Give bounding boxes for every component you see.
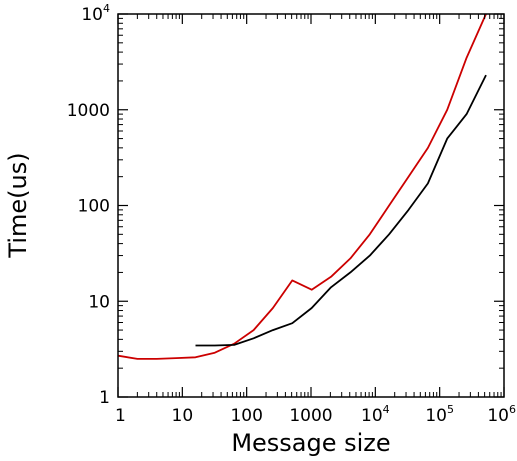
x-tick-label: 105 — [425, 403, 454, 426]
x-tick-label: 1 — [115, 406, 126, 426]
series-line-2 — [195, 74, 487, 347]
series-layer — [117, 13, 487, 360]
x-axis-title: Message size — [231, 429, 390, 457]
y-tick-label: 1000 — [67, 101, 110, 121]
x-tick-label: 10 — [172, 406, 194, 426]
y-tick-label: 1 — [99, 388, 110, 408]
x-tick-label: 100 — [230, 406, 262, 426]
x-tick-label: 104 — [361, 403, 390, 426]
y-tick-label: 100 — [78, 197, 110, 217]
tick-layer: 1 10 100 1000 104 105 106 1 10 100 1000 104 — [67, 2, 516, 426]
series-line-1 — [117, 13, 487, 360]
y-tick-label: 10 — [88, 292, 110, 312]
y-tick-label: 104 — [81, 2, 110, 25]
x-tick-label: 1000 — [289, 406, 332, 426]
y-axis-title: Time(us) — [4, 152, 32, 258]
plot-frame — [117, 13, 505, 398]
x-tick-label: 106 — [487, 403, 516, 426]
